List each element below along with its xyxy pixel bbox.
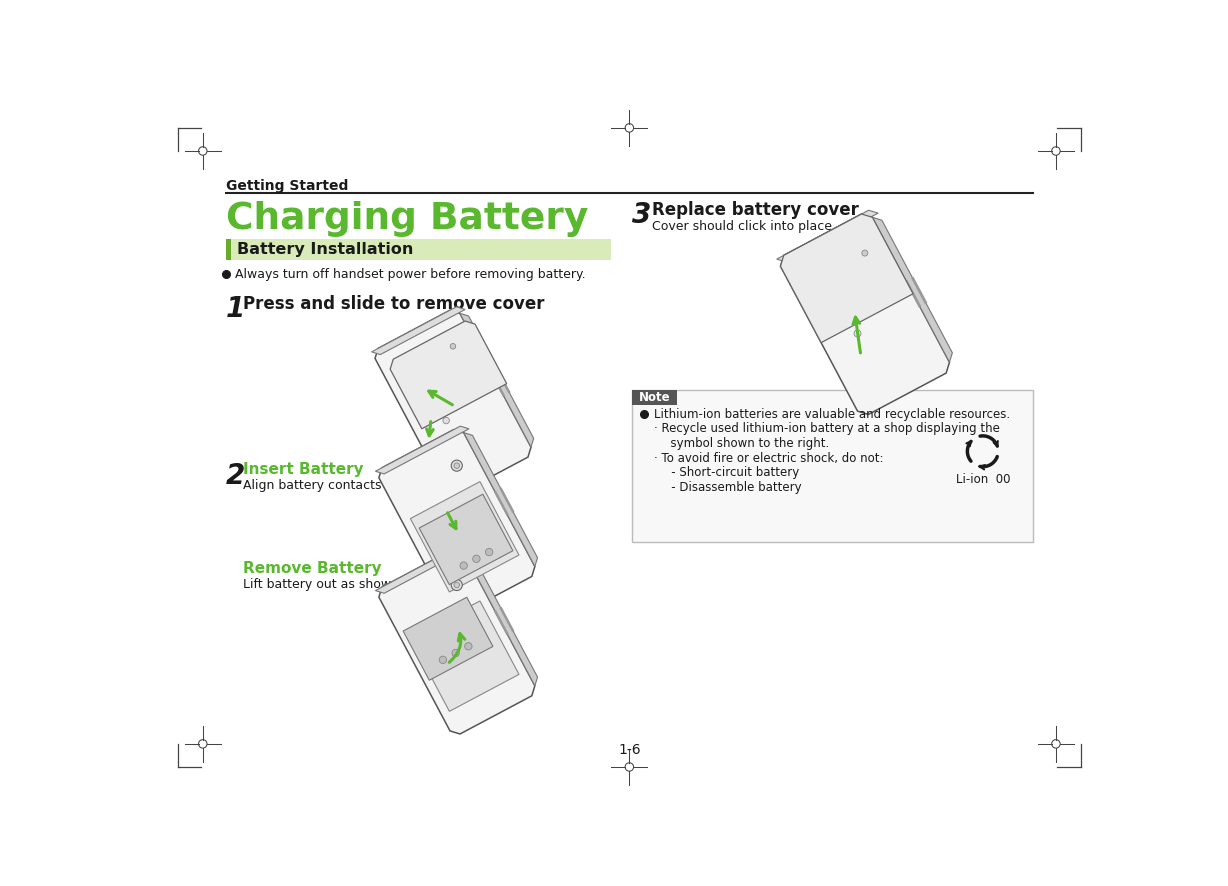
Text: Press and slide to remove cover: Press and slide to remove cover	[243, 295, 544, 313]
Text: Cover should click into place.: Cover should click into place.	[652, 220, 836, 232]
Polygon shape	[781, 214, 914, 343]
Text: Lift battery out as shown.: Lift battery out as shown.	[243, 578, 403, 591]
Text: 1-6: 1-6	[618, 743, 641, 757]
Polygon shape	[464, 552, 538, 686]
Polygon shape	[872, 217, 953, 362]
Polygon shape	[781, 214, 949, 415]
Circle shape	[485, 548, 492, 556]
Circle shape	[451, 579, 462, 591]
Text: Insert Battery: Insert Battery	[243, 462, 363, 477]
Polygon shape	[459, 314, 534, 447]
Text: · To avoid fire or electric shock, do not:: · To avoid fire or electric shock, do no…	[655, 452, 883, 465]
Polygon shape	[410, 482, 519, 592]
Circle shape	[454, 582, 459, 587]
Text: · Recycle used lithium-ion battery at a shop displaying the: · Recycle used lithium-ion battery at a …	[655, 423, 1000, 435]
Circle shape	[454, 462, 459, 469]
Circle shape	[862, 250, 868, 256]
Polygon shape	[372, 307, 465, 354]
Text: Battery Installation: Battery Installation	[237, 242, 413, 257]
Polygon shape	[777, 210, 878, 262]
Circle shape	[431, 395, 437, 401]
Circle shape	[440, 657, 447, 664]
Bar	[226, 238, 231, 260]
Text: Charging Battery: Charging Battery	[226, 201, 588, 237]
Polygon shape	[379, 549, 535, 734]
Circle shape	[473, 556, 480, 563]
Polygon shape	[403, 597, 492, 680]
Circle shape	[460, 562, 468, 570]
Text: Getting Started: Getting Started	[226, 180, 349, 193]
Circle shape	[435, 634, 442, 641]
Polygon shape	[391, 321, 507, 429]
Text: Replace battery cover: Replace battery cover	[652, 201, 860, 219]
Polygon shape	[379, 430, 535, 615]
Bar	[632, 390, 677, 405]
Text: symbol shown to the right.: symbol shown to the right.	[663, 437, 829, 450]
Text: Always turn off handset power before removing battery.: Always turn off handset power before rem…	[235, 268, 586, 281]
Bar	[226, 238, 610, 260]
Text: Remove Battery: Remove Battery	[243, 561, 382, 576]
Circle shape	[443, 417, 449, 424]
Polygon shape	[410, 601, 519, 711]
Circle shape	[447, 656, 453, 663]
Text: - Disassemble battery: - Disassemble battery	[661, 481, 802, 494]
Text: Align battery contacts with handset pins.: Align battery contacts with handset pins…	[243, 479, 500, 492]
Text: Li-ion  00: Li-ion 00	[955, 472, 1009, 486]
Circle shape	[452, 649, 459, 657]
Circle shape	[447, 537, 453, 543]
Circle shape	[853, 330, 861, 337]
Text: - Short-circuit battery: - Short-circuit battery	[661, 466, 799, 479]
Polygon shape	[464, 432, 538, 566]
Polygon shape	[375, 310, 530, 495]
Polygon shape	[419, 494, 513, 585]
Text: 2: 2	[226, 462, 246, 490]
Polygon shape	[376, 546, 469, 594]
Circle shape	[841, 307, 849, 313]
Circle shape	[451, 460, 462, 471]
Text: 3: 3	[632, 201, 652, 229]
Circle shape	[435, 515, 442, 521]
Circle shape	[858, 247, 871, 259]
Circle shape	[447, 341, 458, 352]
Polygon shape	[376, 426, 469, 474]
Circle shape	[451, 344, 456, 349]
Bar	[632, 390, 1033, 542]
Text: Note: Note	[639, 391, 670, 404]
Text: Lithium-ion batteries are valuable and recyclable resources.: Lithium-ion batteries are valuable and r…	[655, 408, 1011, 421]
Circle shape	[464, 642, 472, 650]
Text: 1: 1	[226, 295, 246, 323]
